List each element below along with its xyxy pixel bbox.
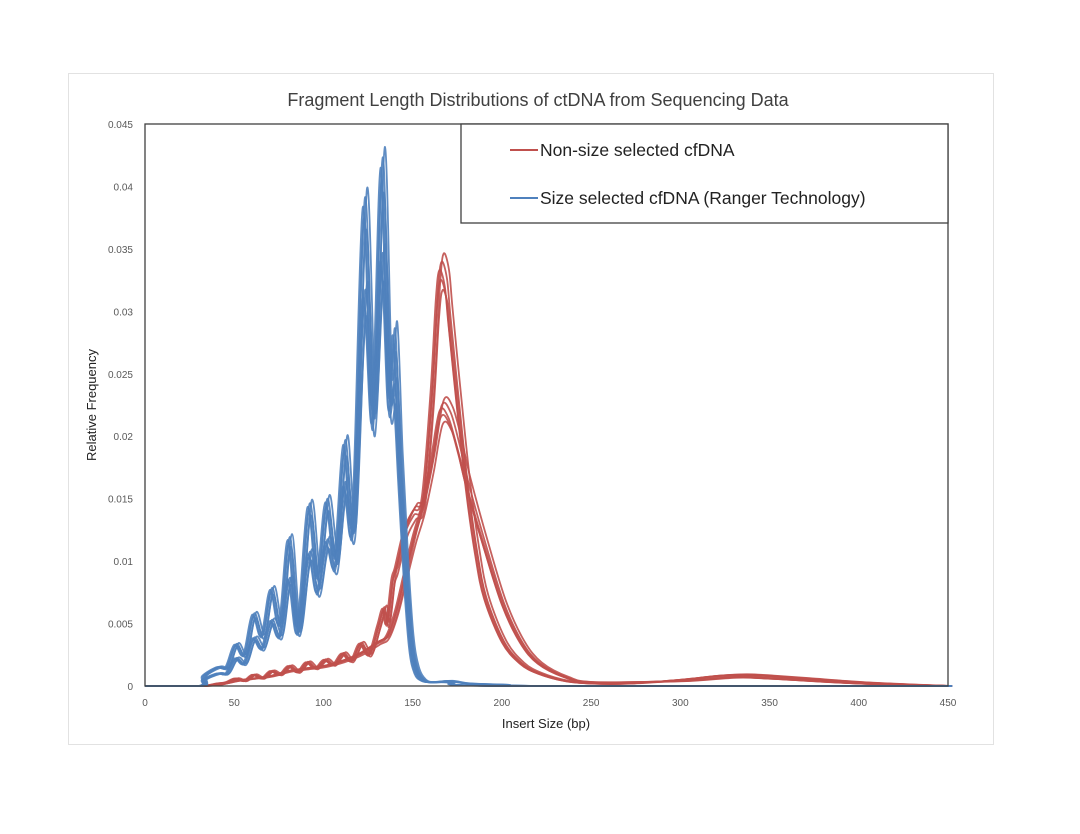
y-tick-label: 0.025	[108, 370, 133, 381]
x-tick-label: 200	[494, 698, 511, 709]
y-tick-label: 0.045	[108, 120, 133, 131]
y-axis: 0 0.005 0.01 0.015 0.02 0.025 0.03 0.035 0.04 0.0…	[108, 120, 133, 693]
series-line-size-selected	[149, 146, 953, 687]
series-line-size-selected	[147, 156, 951, 687]
x-tick-label: 300	[672, 698, 689, 709]
y-tick-label: 0.035	[108, 245, 133, 256]
y-tick-label: 0.03	[114, 307, 134, 318]
x-tick-label: 0	[142, 698, 148, 709]
x-tick-label: 100	[315, 698, 332, 709]
x-axis: 0 50 100 150 200 250 300 350 400 450	[142, 698, 957, 709]
x-tick-label: 400	[850, 698, 867, 709]
y-tick-label: 0.02	[114, 432, 134, 443]
series-line-size-selected	[149, 243, 953, 687]
legend-box	[460, 123, 949, 224]
y-tick-label: 0.04	[114, 182, 134, 193]
x-tick-label: 50	[229, 698, 241, 709]
y-tick-label: 0.005	[108, 620, 133, 631]
chart-title: Fragment Length Distributions of ctDNA f…	[287, 90, 789, 110]
chart-frame	[68, 73, 994, 745]
x-tick-label: 350	[761, 698, 778, 709]
legend-label-non-size-selected: Non-size selected cfDNA	[540, 140, 735, 160]
y-tick-label: 0	[127, 682, 133, 693]
legend: Non-size selected cfDNA Size selected cf…	[460, 123, 949, 224]
y-tick-label: 0.015	[108, 495, 133, 506]
y-axis-label: Relative Frequency	[84, 349, 99, 461]
y-tick-label: 0.01	[114, 557, 134, 568]
x-tick-label: 150	[404, 698, 421, 709]
x-tick-label: 250	[583, 698, 600, 709]
legend-label-size-selected: Size selected cfDNA (Ranger Technology)	[540, 188, 866, 208]
series-line-size-selected	[145, 166, 948, 687]
x-tick-label: 450	[940, 698, 957, 709]
series-line-non-size-selected	[149, 252, 953, 687]
series-line-size-selected	[146, 179, 950, 687]
series-line-non-size-selected	[149, 396, 953, 687]
x-axis-label: Insert Size (bp)	[502, 716, 590, 731]
curves	[145, 146, 953, 687]
series-line-non-size-selected	[148, 420, 952, 687]
